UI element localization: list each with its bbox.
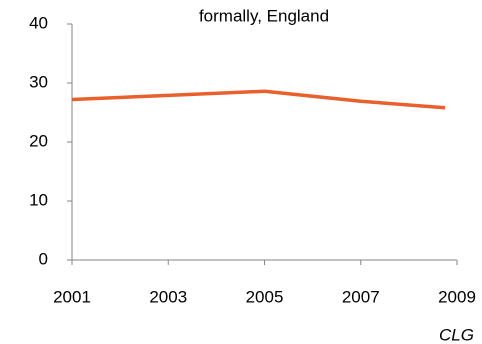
line (71, 89, 446, 110)
x-tick-label: 2003 (149, 287, 187, 306)
y-tick-label: 0 (39, 249, 48, 268)
y-tick-label: 10 (29, 190, 48, 209)
x-tick-label: 2001 (53, 287, 91, 306)
y-tick-label: 30 (29, 72, 48, 91)
x-tick-label: 2007 (342, 287, 380, 306)
y-tick-label: 40 (29, 13, 48, 32)
x-tick-label: 2009 (438, 287, 476, 306)
y-tick-label: 20 (29, 131, 48, 150)
source: CLG (439, 325, 474, 344)
chart-title: formally, England (199, 6, 329, 25)
x-tick-label: 2005 (246, 287, 284, 306)
